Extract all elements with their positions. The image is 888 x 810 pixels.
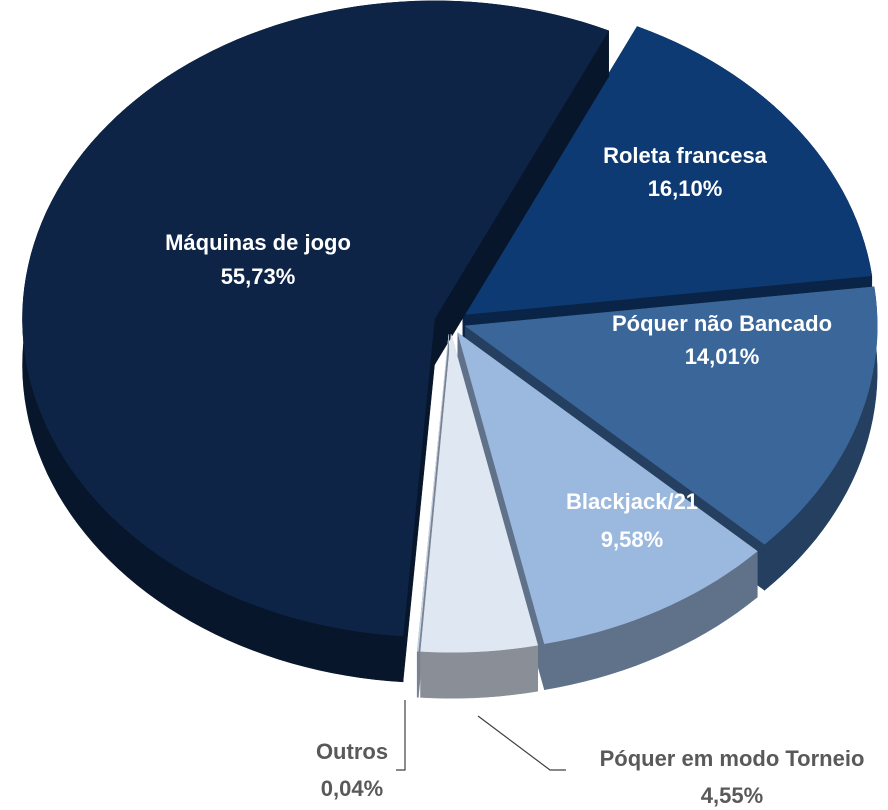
value-label: 0,04% (321, 776, 383, 801)
slice-label: Outros (316, 739, 388, 764)
slice-label: Blackjack/21 (566, 489, 698, 514)
leader-line (477, 715, 566, 771)
value-label: 4,55% (701, 783, 763, 808)
slice-top (22, 0, 609, 637)
slice-wall (416, 651, 419, 698)
slice-label: Roleta francesa (603, 143, 768, 168)
slice-top (464, 286, 878, 545)
pie (22, 0, 878, 699)
slice-top (420, 334, 539, 653)
value-label: 55,73% (221, 264, 296, 289)
slice-top (457, 332, 758, 644)
slice-top (416, 334, 450, 652)
value-label: 9,58% (601, 527, 663, 552)
slice (22, 0, 609, 683)
slice (420, 334, 539, 699)
slice-label: Máquinas de jogo (165, 230, 351, 255)
slice-top (462, 26, 873, 315)
value-label: 14,01% (685, 344, 760, 369)
slice-label: Póquer em modo Torneio (600, 746, 865, 771)
slice-wall (420, 644, 538, 699)
value-label: 16,10% (648, 176, 723, 201)
leader-line (396, 700, 406, 771)
slice-label: Póquer não Bancado (612, 311, 832, 336)
